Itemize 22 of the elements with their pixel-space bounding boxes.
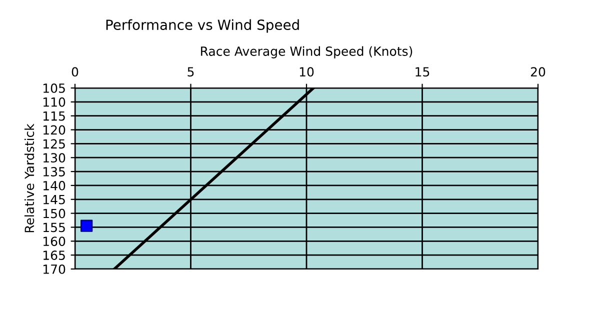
y-tick-label: 165 <box>43 250 65 260</box>
x-axis-title: Race Average Wind Speed (Knots) <box>201 46 412 58</box>
y-tick-label: 160 <box>43 236 66 246</box>
x-tick-label: 5 <box>188 67 194 77</box>
y-tick-label: 110 <box>43 97 66 107</box>
x-tick-label: 20 <box>530 67 546 77</box>
y-tick-label: 155 <box>43 222 65 232</box>
x-tick-label: 10 <box>300 67 314 77</box>
y-tick-label: 125 <box>43 139 65 149</box>
y-tick-label: 135 <box>43 167 65 176</box>
x-tick-label: 15 <box>416 67 430 77</box>
x-tick-label: 0 <box>72 67 78 77</box>
y-tick-label: 150 <box>43 208 66 218</box>
y-axis-title: Relative Yardstick <box>24 124 34 232</box>
y-tick-label: 115 <box>43 111 65 121</box>
y-tick-label: 170 <box>43 264 66 274</box>
chart-title: Performance vs Wind Speed <box>106 19 299 33</box>
y-tick-label: 145 <box>43 195 65 204</box>
y-tick-label: 120 <box>43 125 66 135</box>
y-tick-label: 105 <box>43 83 65 93</box>
y-tick-label: 130 <box>43 153 66 163</box>
y-tick-label: 140 <box>43 180 66 190</box>
